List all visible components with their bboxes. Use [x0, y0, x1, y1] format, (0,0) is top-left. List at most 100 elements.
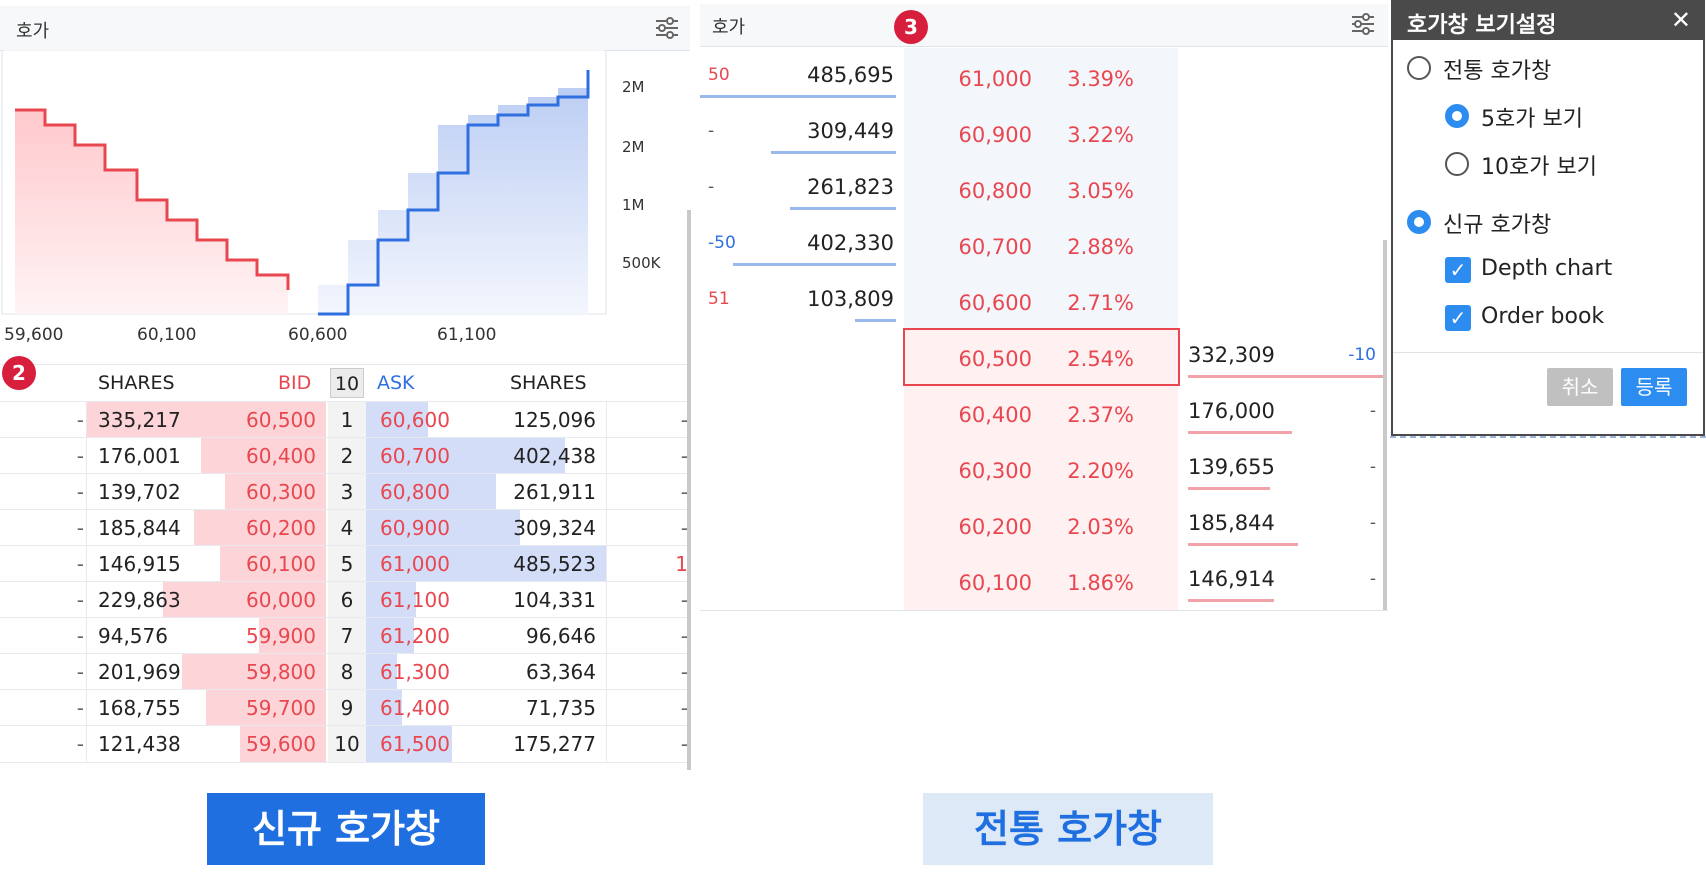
table-row[interactable]: -201,969 59,800 8 61,300 63,364- [0, 653, 690, 690]
trad-panel-title: 호가 [712, 17, 746, 38]
bid-change-cell: - [76, 732, 84, 756]
table-row[interactable]: -335,217 60,500 1 60,600 125,096- [0, 401, 690, 438]
y-tick-label: 1M [622, 196, 645, 214]
column-divider [86, 618, 87, 654]
new-panel-title: 호가 [16, 21, 50, 42]
bid-volume-bar [163, 582, 326, 618]
radio-traditional[interactable] [1407, 56, 1431, 80]
bid-volume-bar [201, 438, 326, 474]
settings-icon[interactable] [1350, 13, 1376, 35]
ask-volume-bar [366, 582, 416, 618]
ask-row[interactable]: 50 485,695 61,000 3.39% [700, 48, 1388, 104]
bid-pct-cell: 2.37% [1067, 403, 1134, 427]
ask-row[interactable]: - 261,823 60,800 3.05% [700, 160, 1388, 216]
level-number-cell [328, 726, 366, 762]
column-divider [86, 726, 87, 762]
ask-qty-cell: 103,809 [807, 287, 894, 311]
bid-row[interactable]: 60,400 2.37% 176,000 - [700, 384, 1388, 440]
order-book-checkbox[interactable]: ✓ [1445, 305, 1471, 331]
bid-qty-cell: 185,844 [1188, 511, 1275, 535]
table-row[interactable]: -176,001 60,400 2 60,700 402,438- [0, 437, 690, 474]
new-panel-header: 호가 [0, 6, 690, 51]
level-number-cell [328, 690, 366, 726]
scrollbar[interactable] [687, 210, 691, 770]
current-price-box [903, 328, 1180, 386]
depth-chart-checkbox[interactable]: ✓ [1445, 257, 1471, 283]
ask-change-cell: -50 [708, 233, 736, 253]
ask-volume-bar [366, 690, 402, 726]
ask-price-cell: 61,200 [380, 624, 450, 648]
bid-change-cell: - [1369, 569, 1376, 589]
ask-change-cell: - [680, 480, 688, 504]
bid-row[interactable]: 60,300 2.20% 139,655 - [700, 440, 1388, 496]
settings-dialog: 호가창 보기설정 ✕ 전통 호가창 5호가 보기 10호가 보기 신규 호가창 … [1391, 0, 1705, 436]
table-row[interactable]: -121,438 59,600 10 61,500 175,277- [0, 725, 690, 762]
column-divider [86, 474, 87, 510]
level-number: 9 [340, 696, 354, 720]
level-number-cell [328, 546, 366, 582]
radio-five-levels[interactable] [1445, 104, 1469, 128]
bid-row[interactable]: 60,100 1.86% 146,914 - [700, 552, 1388, 608]
bid-volume-bar [1188, 599, 1274, 602]
ten-levels-label: 10호가 보기 [1481, 155, 1597, 180]
table-row[interactable]: -168,755 59,700 9 61,400 71,735- [0, 689, 690, 726]
radio-ten-levels[interactable] [1445, 152, 1469, 176]
ask-change-cell: 1 [675, 552, 688, 576]
bid-volume-bar [259, 618, 326, 654]
table-row[interactable]: -146,915 60,100 5 61,000 485,523 1 [0, 545, 690, 582]
cancel-button[interactable]: 취소 [1547, 368, 1613, 406]
table-row[interactable]: -229,863 60,000 6 61,100 104,331- [0, 581, 690, 618]
ask-row[interactable]: - 309,449 60,900 3.22% [700, 104, 1388, 160]
ask-row[interactable]: -50 402,330 60,700 2.88% [700, 216, 1388, 272]
column-divider [606, 510, 607, 546]
ask-volume-bar [366, 510, 520, 546]
submit-button[interactable]: 등록 [1621, 368, 1687, 406]
bid-price-cell: 60,500 [246, 408, 316, 432]
bid-change-cell: - [1369, 513, 1376, 533]
column-divider [606, 654, 607, 690]
ask-shares-cell: 96,646 [526, 624, 596, 648]
level-number-cell [328, 474, 366, 510]
bid-price-cell: 60,200 [246, 516, 316, 540]
ask-shares-cell: 402,438 [513, 444, 596, 468]
bid-shares-cell: 335,217 [98, 408, 181, 432]
column-divider [606, 582, 607, 618]
level-number-cell [328, 402, 366, 438]
ask-volume-bar [790, 207, 896, 210]
ask-price-cell: 61,100 [380, 588, 450, 612]
table-row[interactable]: -139,702 60,300 3 60,800 261,911- [0, 473, 690, 510]
scrollbar[interactable] [1383, 240, 1387, 610]
current-price-row[interactable]: 60,500 2.54% 332,309 -10 [700, 328, 1388, 384]
radio-new[interactable] [1407, 210, 1431, 234]
level-number: 6 [340, 588, 354, 612]
x-tick-label: 61,100 [437, 325, 497, 345]
column-divider [86, 438, 87, 474]
bid-volume-bar [240, 726, 326, 762]
ask-shares-cell: 175,277 [513, 732, 596, 756]
level-number: 3 [340, 480, 354, 504]
caption-traditional: 전통 호가창 [923, 793, 1213, 865]
dialog-title: 호가창 보기설정 [1407, 13, 1557, 38]
bid-volume-bar [1188, 375, 1384, 378]
level-number-cell [328, 438, 366, 474]
ask-price-cell: 60,700 [380, 444, 450, 468]
bid-shares-cell: 176,001 [98, 444, 181, 468]
ask-row[interactable]: 51 103,809 60,600 2.71% [700, 272, 1388, 328]
bid-shares-cell: 121,438 [98, 732, 181, 756]
table-row[interactable]: -185,844 60,200 4 60,900 309,324- [0, 509, 690, 546]
bid-change-cell: - [76, 696, 84, 720]
close-icon[interactable]: ✕ [1670, 6, 1691, 34]
bid-row[interactable]: 60,200 2.03% 185,844 - [700, 496, 1388, 552]
ask-price-cell: 60,600 [380, 408, 450, 432]
bid-price-column-bg [904, 328, 1178, 610]
ask-change-cell: - [680, 408, 688, 432]
settings-icon[interactable] [654, 17, 680, 39]
column-divider [606, 402, 607, 438]
bid-pct-cell: 2.20% [1067, 459, 1134, 483]
ask-pct-cell: 3.22% [1067, 123, 1134, 147]
rows-count-selector[interactable]: 10 [330, 368, 364, 398]
bid-shares-header: SHARES [98, 372, 175, 394]
five-levels-label: 5호가 보기 [1481, 107, 1583, 132]
ask-shares-cell: 261,911 [513, 480, 596, 504]
table-row[interactable]: -94,576 59,900 7 61,200 96,646- [0, 617, 690, 654]
